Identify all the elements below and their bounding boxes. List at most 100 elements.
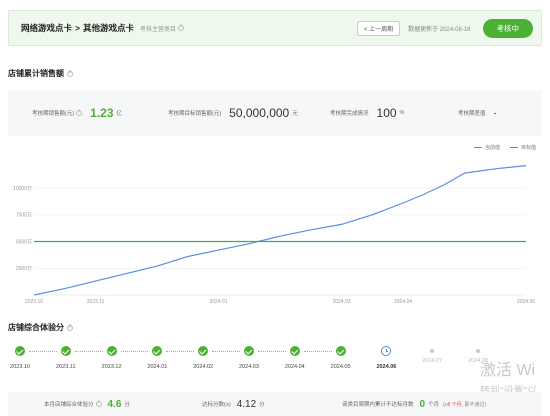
check-circle-icon [244, 346, 254, 356]
stat-month-score: 本月店铺综合体验分? 4.6 分 [44, 392, 130, 416]
stat-unit: 亿 [116, 111, 123, 117]
subtitle-text: 考核主营类目 [140, 26, 177, 33]
timeline-month-2023-12[interactable]: 2023.12 [92, 340, 132, 370]
breadcrumb-separator: > [75, 23, 80, 33]
score-title-text: 店铺综合体验分 [8, 323, 64, 332]
timeline-connector [212, 351, 240, 352]
breadcrumb-category[interactable]: 网络游戏点卡 [21, 23, 73, 33]
stat-unit: % [399, 110, 405, 116]
chart-canvas: 2500万 5000万 7500万 10000万 2023.10 2023.11 2024.… [13, 165, 535, 305]
check-circle-icon [198, 346, 209, 356]
help-icon[interactable]: ? [67, 70, 73, 77]
timeline-month-2024-08[interactable]: 2024.08 [458, 340, 498, 364]
timeline-month-label: 2024.04 [284, 364, 305, 370]
timeline-month-label: 2023.12 [101, 364, 122, 370]
timeline-month-2024-05[interactable]: 2024.05 [321, 340, 361, 370]
legend-item-current[interactable]: 当前值 [473, 144, 500, 151]
stat-unit: 分 [259, 402, 265, 408]
x-tick-label: 2024.01 [209, 299, 227, 305]
y-tick-label: 7500万 [16, 213, 32, 219]
sales-stats-card: 考核期销售额(元)? 1.23 亿 考核期目标销售额(元) 50,000,000… [8, 90, 542, 136]
timeline-month-label: 2024.08 [468, 358, 488, 364]
y-tick-label: 5000万 [16, 239, 32, 245]
timeline-month-2024-07[interactable]: 2024.07 [412, 340, 452, 364]
y-tick-label: 2500万 [16, 266, 32, 272]
stat-unit: 元 [292, 111, 298, 117]
stat-label: 考核期差值 [458, 111, 486, 117]
timeline-month-label: 2024.06 [376, 364, 397, 370]
score-section-title: 店铺综合体验分 ? [8, 322, 73, 333]
watermark-line-1: 激活 Wi [480, 362, 536, 379]
check-circle-icon [106, 346, 117, 356]
stat-period-sales: 考核期销售额(元)? 1.23 亿 [32, 90, 122, 136]
x-tick-label: 2024.04 [394, 299, 412, 305]
timeline-month-2024-04[interactable]: 2024.04 [275, 340, 315, 370]
sales-section-title: 店铺累计销售额 ? [8, 68, 73, 79]
x-tick-label: 2023.10 [25, 299, 43, 305]
stat-value: 0 [419, 398, 426, 410]
stat-completion: 考核期完成情况 100 % [330, 90, 404, 136]
stat-label: 该类目周期内累计不达标月数 [342, 402, 414, 408]
stat-value: 1.23 [90, 106, 114, 120]
timeline-connector [74, 351, 103, 352]
stat-target-sales: 考核期目标销售额(元) 50,000,000 元 [168, 90, 298, 136]
timeline-month-label: 2024.07 [422, 358, 443, 364]
current-value-line [33, 165, 527, 296]
update-timestamp: 数据更新于 2024-06-18 [408, 26, 471, 33]
stat-passing-score: 达标分数(≥) 4.12 分 [202, 392, 265, 416]
help-icon[interactable]: ? [95, 401, 102, 407]
pending-dot-icon [476, 349, 480, 353]
stat-label: 考核期目标销售额(元) [168, 111, 222, 117]
stat-value: 4.12 [236, 398, 257, 410]
help-icon[interactable]: ? [67, 324, 73, 331]
timeline-month-label: 2023.10 [10, 364, 30, 370]
check-circle-icon [152, 346, 163, 356]
stat-label: 达标分数(≥) [202, 402, 231, 408]
clock-icon [381, 346, 392, 356]
timeline-month-2024-06[interactable]: 2024.06 [366, 340, 406, 370]
stat-unit: 分 [124, 402, 130, 408]
stat-label: 考核期销售额(元)? [32, 110, 83, 117]
x-tick-label: 2024.06 [517, 299, 535, 305]
check-circle-icon [335, 346, 346, 356]
stat-fail-months: 该类目周期内累计不达标月数 0 个月 (≥6 个月, 即不通过) [342, 392, 486, 416]
timeline-month-label: 2024.01 [147, 364, 168, 370]
stat-value: - [493, 108, 497, 118]
y-tick-label: 10000万 [13, 186, 32, 192]
timeline-month-2023-10[interactable]: 2023.10 [0, 340, 40, 370]
stat-label: 考核期完成情况 [330, 111, 369, 117]
check-circle-icon [60, 346, 71, 356]
stat-value: 100 [376, 106, 397, 120]
timeline-connector [29, 351, 57, 352]
x-tick-label: 2024.03 [332, 299, 350, 305]
help-icon[interactable]: ? [76, 110, 83, 116]
chart-legend: 当前值 目标值 [464, 144, 536, 151]
header-subtitle: 考核主营类目 ? [140, 24, 185, 33]
timeline-month-2024-03[interactable]: 2024.03 [229, 340, 269, 370]
stat-difference: 考核期差值 - [458, 90, 497, 136]
stat-unit: 个月 [428, 402, 440, 408]
timeline-month-label: 2024.03 [239, 364, 259, 370]
timeline-connector [120, 351, 149, 352]
timeline-month-label: 2023.11 [56, 364, 76, 370]
check-circle-icon [289, 346, 300, 356]
timeline-connector [303, 351, 332, 352]
legend-item-target[interactable]: 目标值 [509, 144, 536, 151]
timeline-month-2024-02[interactable]: 2024.02 [183, 340, 223, 370]
stat-label: 本月店铺综合体验分? [44, 401, 102, 408]
watermark-line-2: 转到"设置"以 [480, 382, 537, 397]
assessment-status-button[interactable]: 考核中 [482, 18, 533, 38]
sales-title-text: 店铺累计销售额 [8, 69, 64, 78]
timeline-connector [258, 351, 286, 352]
pending-dot-icon [430, 349, 435, 353]
timeline-month-2024-01[interactable]: 2024.01 [137, 340, 177, 370]
timeline-month-2023-11[interactable]: 2023.11 [46, 340, 86, 370]
monthly-score-timeline: 2023.10 2023.11 2023.12 2024.01 2024.02 2024.… [0, 340, 550, 372]
check-circle-icon [15, 346, 25, 356]
breadcrumb-subcategory: 其他游戏点卡 [82, 23, 134, 33]
stat-value: 4.6 [107, 398, 122, 410]
help-icon[interactable]: ? [178, 25, 185, 31]
stat-value: 50,000,000 [229, 106, 290, 120]
timeline-month-label: 2024.05 [330, 364, 351, 370]
previous-period-button[interactable]: < 上一周期 [356, 20, 401, 36]
